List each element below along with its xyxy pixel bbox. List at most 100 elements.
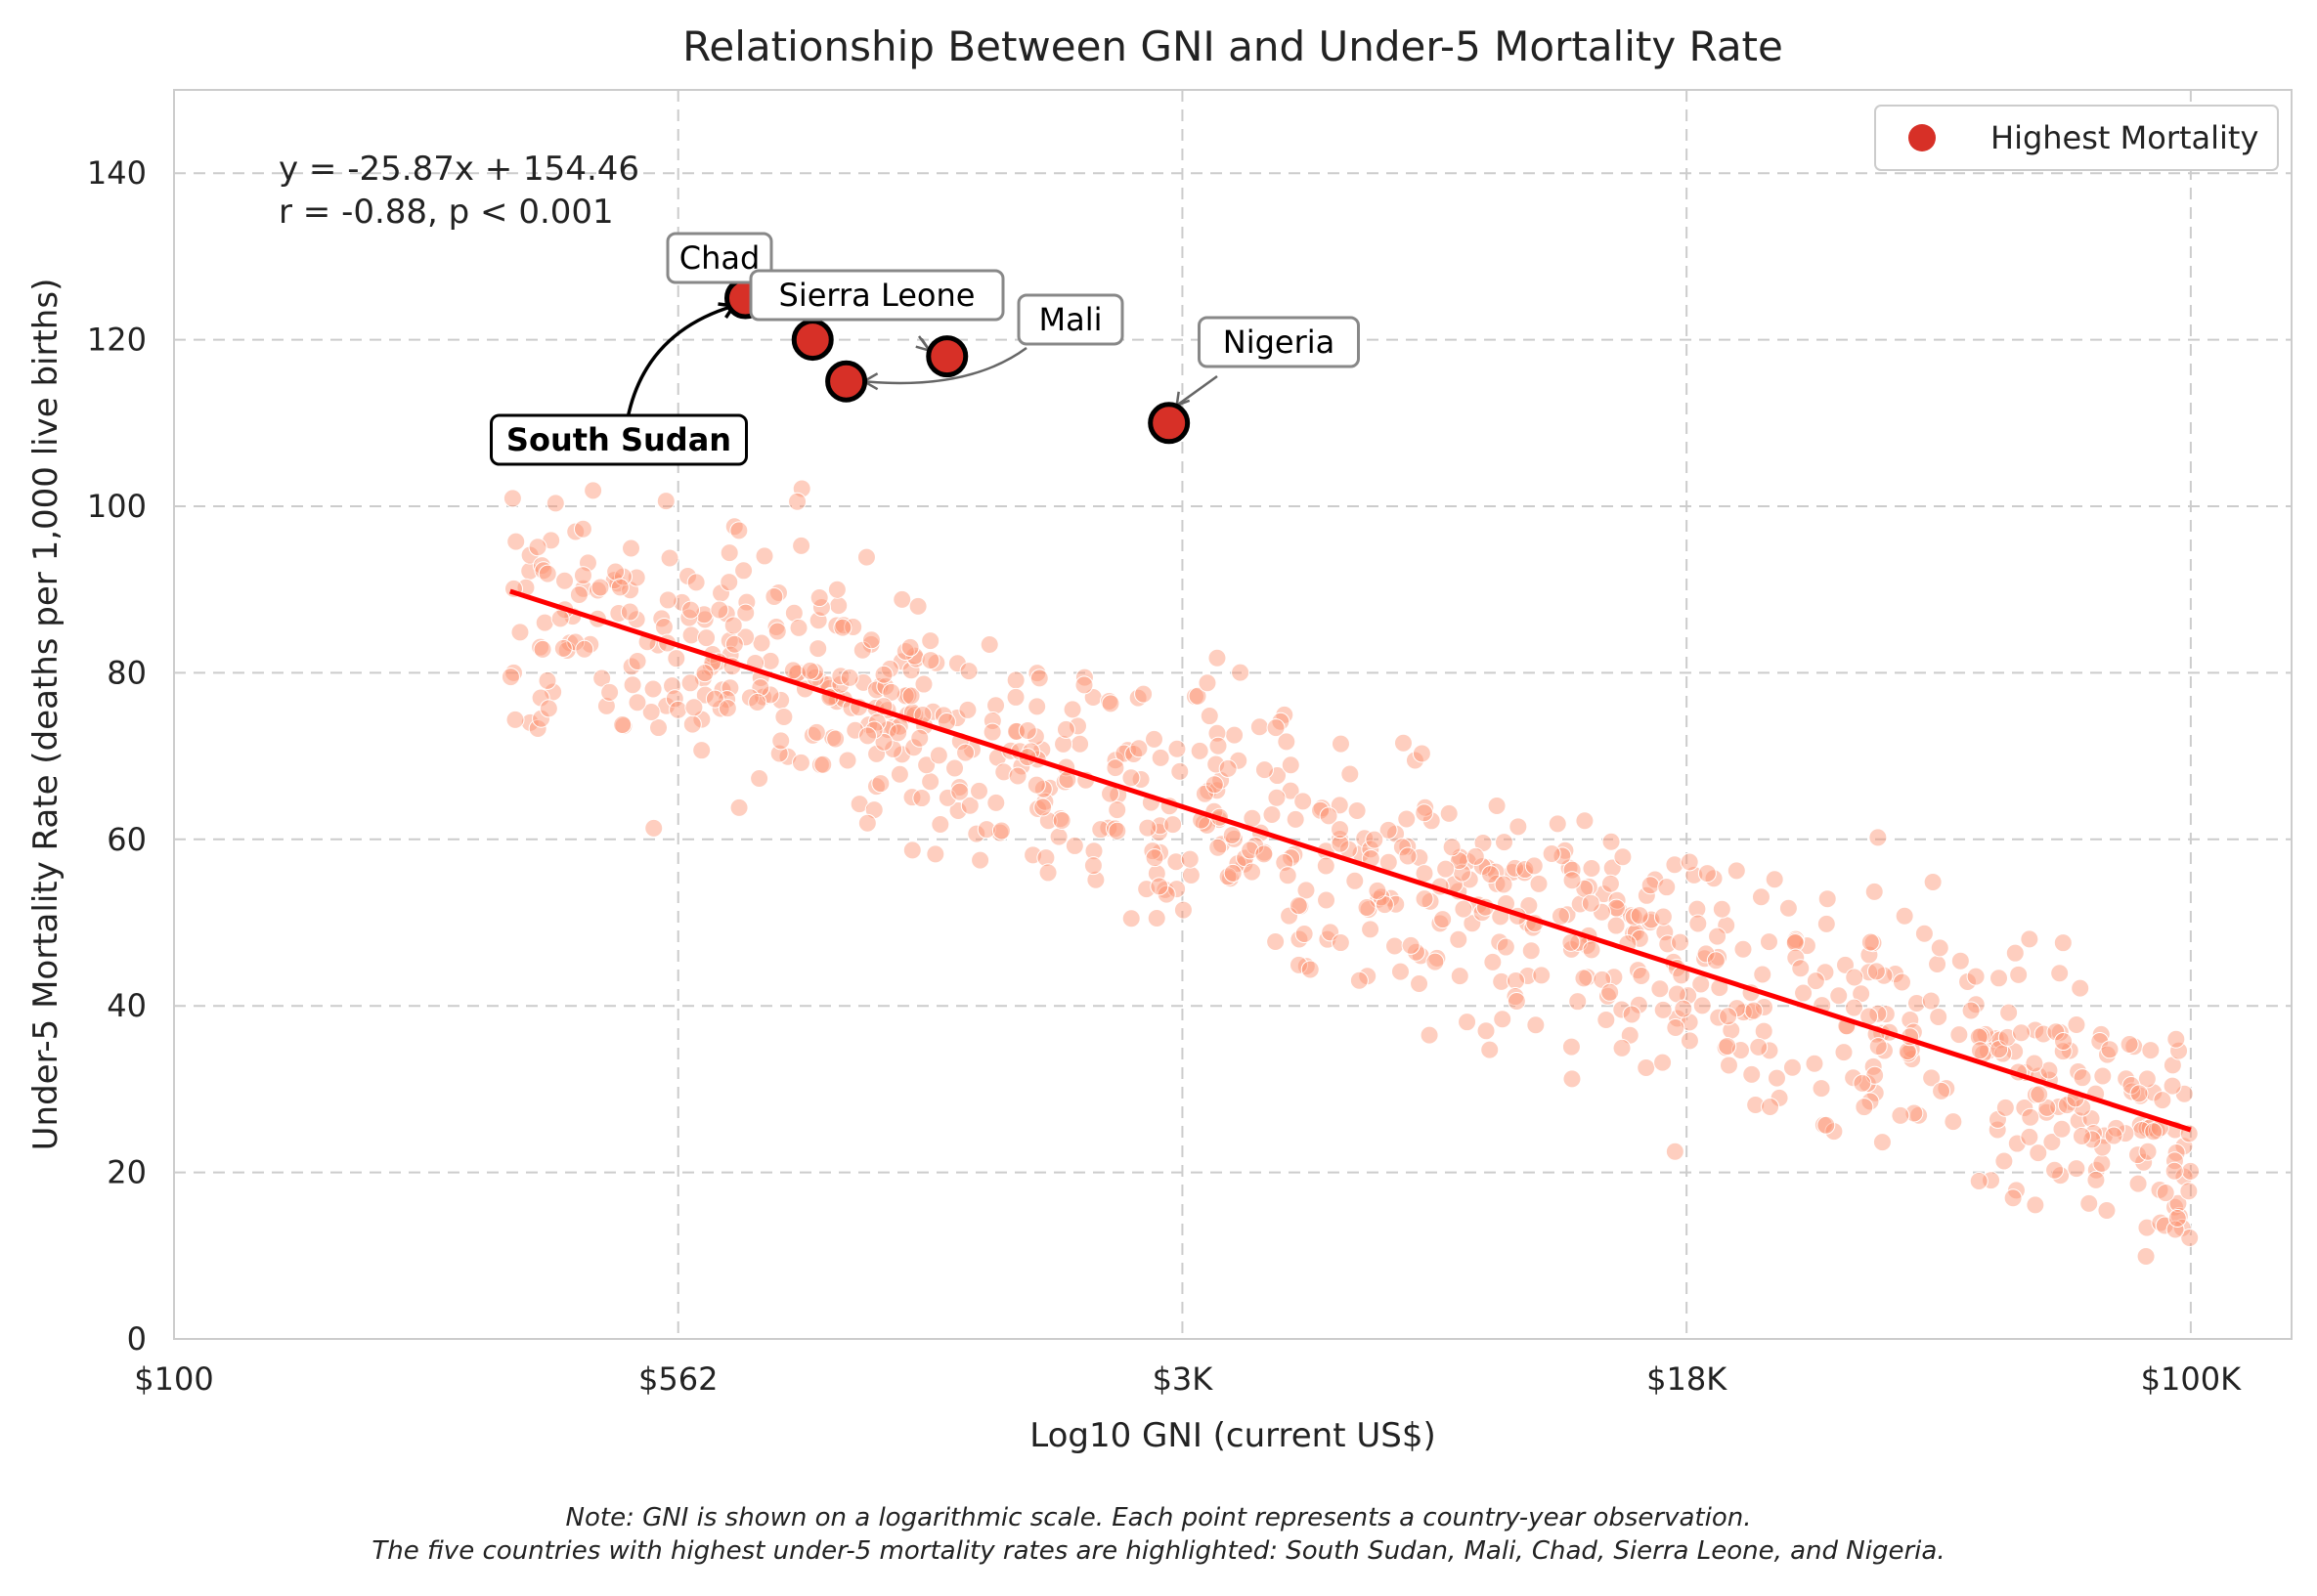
x-tick-label: $3K	[1153, 1360, 1214, 1398]
scatter-point	[829, 596, 849, 616]
scatter-point	[1465, 846, 1485, 866]
scatter-point	[627, 568, 646, 587]
scatter-point	[1282, 848, 1301, 868]
scatter-point	[1106, 758, 1125, 778]
scatter-point	[1532, 966, 1552, 985]
scatter-point	[2081, 1109, 2101, 1129]
scatter-point	[2153, 1091, 2172, 1110]
scatter-point	[600, 682, 620, 702]
scatter-point	[720, 573, 739, 592]
scatter-point	[921, 651, 940, 670]
scatter-point	[1436, 859, 1456, 879]
scatter-point	[555, 571, 575, 590]
scatter-point	[959, 662, 979, 681]
scatter-point	[1105, 819, 1124, 839]
scatter-point	[720, 631, 739, 651]
scatter-point	[921, 631, 940, 651]
legend: Highest Mortality	[1874, 105, 2279, 171]
scatter-point	[649, 718, 669, 738]
scatter-point	[1561, 939, 1581, 959]
scatter-point	[1944, 1112, 1963, 1132]
scatter-point	[1929, 1007, 1948, 1026]
scatter-point	[1860, 932, 1880, 952]
scatter-point	[1340, 764, 1360, 784]
scatter-point	[681, 625, 701, 645]
scatter-point	[1518, 966, 1538, 985]
scatter-point	[1791, 959, 1811, 978]
scatter-point	[2134, 1152, 2154, 1172]
equation-text: y = -25.87x + 154.46	[279, 150, 639, 189]
scatter-point	[2071, 978, 2090, 998]
scatter-point	[1056, 719, 1075, 739]
scatter-point	[2042, 1133, 2062, 1152]
scatter-point	[1581, 893, 1600, 913]
scatter-point	[1289, 896, 1308, 916]
scatter-point	[2045, 1160, 2065, 1180]
scatter-point	[2164, 1151, 2184, 1171]
scatter-point	[1574, 969, 1594, 988]
scatter-point	[578, 553, 597, 573]
y-tick-label: 120	[87, 322, 147, 359]
scatter-point	[2086, 1170, 2106, 1189]
scatter-point	[1969, 1171, 1989, 1190]
scatter-point	[1083, 856, 1103, 876]
scatter-point	[1454, 899, 1473, 919]
label-box	[490, 413, 748, 466]
scatter-point	[1398, 846, 1418, 866]
scatter-point	[2100, 1040, 2120, 1059]
y-tick-label: 80	[107, 654, 147, 691]
scatter-point	[1029, 669, 1049, 688]
scatter-point	[2136, 1246, 2156, 1266]
scatter-point	[1008, 766, 1027, 786]
scatter-point	[1961, 1001, 1981, 1020]
scatter-point	[1548, 814, 1567, 834]
scatter-point	[2121, 1076, 2141, 1096]
scatter-point	[1708, 927, 1727, 946]
scatter-point	[1124, 745, 1144, 764]
scatter-point	[1561, 1037, 1581, 1057]
scatter-point	[1928, 954, 1947, 973]
scatter-point	[538, 564, 557, 583]
scatter-point	[1864, 882, 1884, 901]
scatter-point	[1038, 863, 1058, 883]
scatter-point	[1653, 907, 1673, 927]
scatter-point	[550, 609, 570, 628]
scatter-point	[867, 744, 887, 763]
scatter-point	[620, 602, 639, 622]
scatter-point	[2072, 1127, 2091, 1146]
scatter-point	[2179, 1182, 2199, 1201]
scatter-point	[1147, 908, 1166, 927]
scatter-point	[614, 716, 634, 736]
scatter-point	[801, 661, 820, 680]
label-text: Mali	[1039, 301, 1103, 338]
scatter-point	[1385, 936, 1405, 956]
x-tick-labels: $100 $562 $3K $18K $100K	[134, 1360, 2242, 1398]
scatter-point	[1508, 817, 1528, 837]
scatter-point	[771, 731, 791, 751]
scatter-point	[1254, 844, 1274, 864]
scatter-point	[1349, 971, 1369, 990]
scatter-point	[1131, 770, 1151, 790]
scatter-point	[1267, 788, 1287, 807]
scatter-point	[710, 600, 729, 620]
scatter-point	[1091, 820, 1111, 840]
scatter-point	[1650, 979, 1670, 999]
scatter-point	[1697, 864, 1717, 884]
scatter-point	[1606, 916, 1626, 935]
scatter-points	[501, 479, 2201, 1266]
scatter-point	[654, 618, 674, 637]
scatter-point	[1872, 1133, 1892, 1152]
scatter-point	[1524, 856, 1544, 876]
scatter-point	[917, 755, 937, 775]
scatter-point	[1906, 994, 1926, 1014]
scatter-point	[1901, 1010, 1920, 1029]
scatter-point	[958, 700, 978, 719]
scatter-point	[902, 841, 922, 860]
footnote-line-2: The five countries with highest under-5 …	[372, 1536, 1945, 1566]
scatter-point	[1198, 673, 1217, 693]
scatter-point	[566, 522, 586, 541]
scatter-point	[1997, 1027, 2017, 1047]
scatter-point	[1266, 718, 1286, 738]
y-tick-label: 40	[107, 987, 147, 1024]
